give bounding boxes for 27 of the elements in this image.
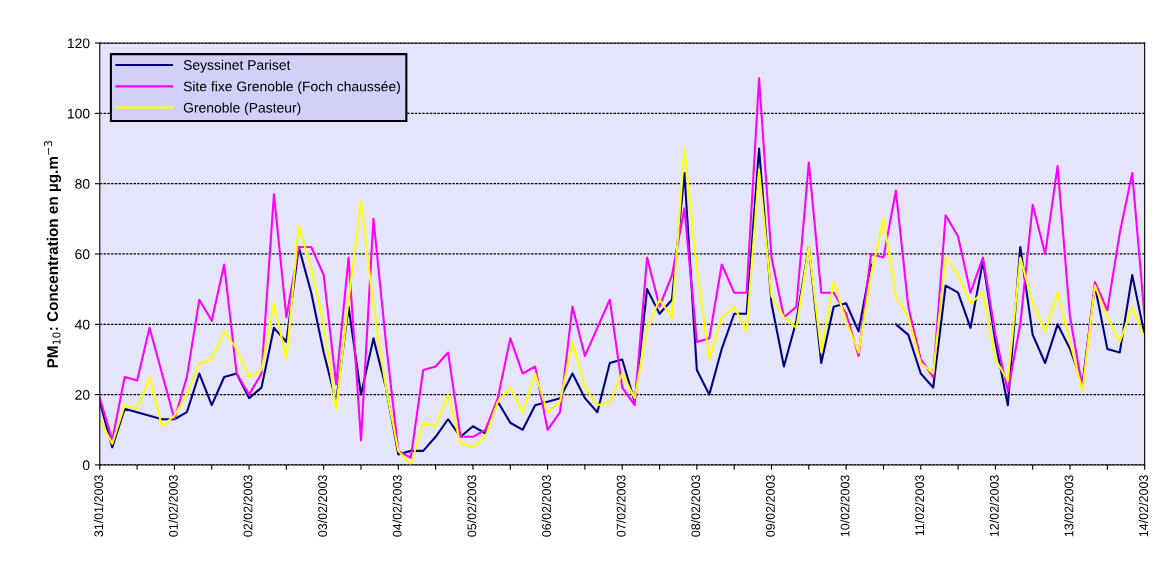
x-tick-label: 04/02/2003 — [392, 475, 402, 537]
x-tick-label: 05/02/2003 — [467, 475, 477, 537]
y-tick-label: 100 — [67, 108, 90, 119]
x-tick-label: 03/02/2003 — [317, 475, 328, 537]
x-tick-label: 31/01/2003 — [93, 475, 104, 537]
y-tick-label: 20 — [75, 389, 90, 400]
x-tick-label: 11/02/2003 — [914, 475, 925, 536]
x-tick-label: 07/02/2003 — [616, 475, 626, 537]
y-tick-label: 40 — [74, 319, 90, 330]
x-tick-label: 13/02/2003 — [1064, 475, 1074, 537]
y-tick-label: 80 — [75, 179, 90, 189]
x-tick-label: 14/02/2003 — [1138, 475, 1149, 537]
x-tick-label: 01/02/2003 — [168, 475, 178, 537]
y-tick-label: 0 — [82, 460, 90, 471]
x-tick-label: 09/02/2003 — [765, 475, 775, 537]
y-tick-label: 60 — [75, 249, 90, 260]
y-tick-label: 120 — [67, 38, 90, 49]
legend-label: Seyssinet Pariset — [183, 59, 291, 73]
x-tick-label: 06/02/2003 — [541, 475, 551, 537]
x-tick-label: 08/02/2003 — [691, 475, 701, 537]
line-series — [99, 77, 1145, 459]
legend-label: Grenoble (Pasteur) — [183, 102, 301, 116]
x-tick-label: 02/02/2003 — [243, 475, 253, 537]
x-tick-label: 12/02/2003 — [989, 475, 999, 537]
y-axis-title: PM$_{10}$: Concentration en µg.m$^{−3}$ — [44, 141, 62, 368]
legend-label: Site fixe Grenoble (Foch chaussée) — [183, 80, 400, 95]
x-tick-label: 10/02/2003 — [840, 475, 850, 537]
